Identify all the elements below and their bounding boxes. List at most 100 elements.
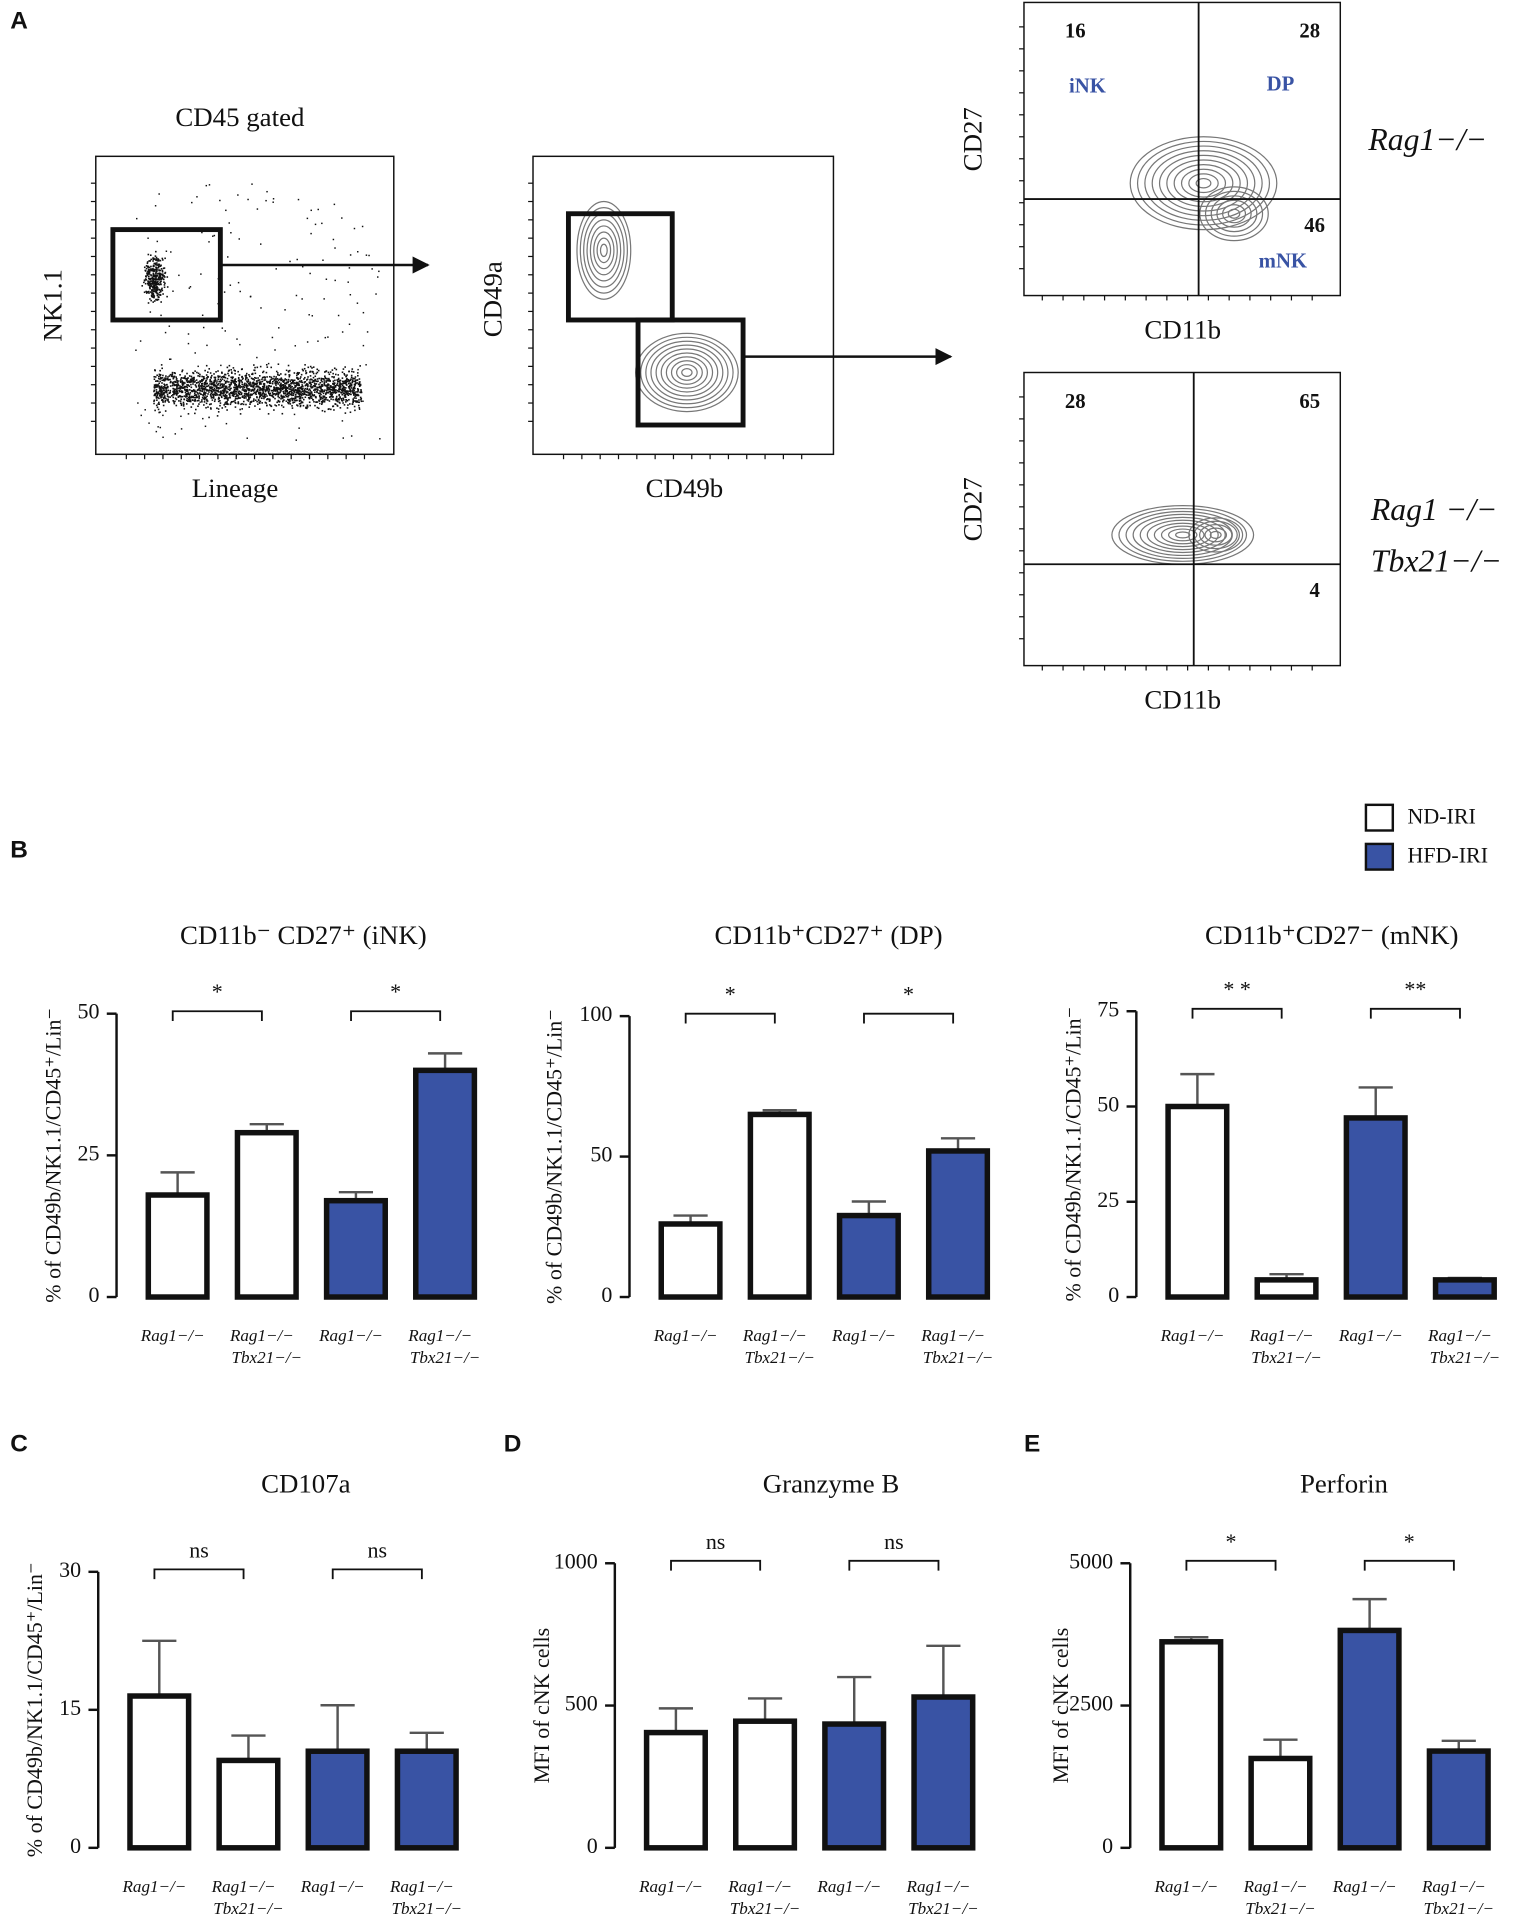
bar xyxy=(925,1148,991,1300)
dot xyxy=(189,399,191,401)
dot xyxy=(158,392,160,395)
dot xyxy=(353,383,356,386)
dot xyxy=(348,398,350,401)
dot xyxy=(262,370,265,373)
dot xyxy=(313,394,316,396)
contour xyxy=(1160,525,1205,545)
dot xyxy=(350,383,353,386)
dot xyxy=(257,403,259,406)
dot xyxy=(329,380,331,382)
dot xyxy=(215,371,217,373)
dot xyxy=(359,365,361,367)
dot xyxy=(155,250,157,253)
quadrant-value: 4 xyxy=(1309,580,1319,602)
dot xyxy=(273,392,276,395)
dot xyxy=(250,377,253,380)
dot xyxy=(148,273,150,275)
dot xyxy=(208,386,211,388)
dot xyxy=(324,410,326,413)
dot xyxy=(153,288,156,290)
dot xyxy=(338,394,340,397)
dot xyxy=(225,397,227,400)
dot xyxy=(241,383,244,386)
dot xyxy=(301,265,304,268)
dot xyxy=(232,380,234,383)
dot xyxy=(167,389,169,392)
dot xyxy=(356,391,359,393)
dot xyxy=(321,401,324,403)
dot xyxy=(149,283,151,285)
dot xyxy=(210,395,212,398)
dot xyxy=(258,379,261,381)
dot xyxy=(226,396,228,399)
dot xyxy=(255,384,258,386)
contour xyxy=(1188,517,1244,553)
dot xyxy=(356,382,358,384)
y-tick-label: 0 xyxy=(88,1282,99,1307)
dot xyxy=(161,379,163,382)
dot xyxy=(231,391,234,394)
dot xyxy=(257,385,260,388)
dot xyxy=(356,379,358,381)
dot xyxy=(185,390,188,393)
dot xyxy=(195,385,197,387)
dot xyxy=(151,285,153,288)
dot xyxy=(272,201,274,203)
dot xyxy=(226,366,229,369)
dot xyxy=(323,382,326,385)
dot xyxy=(215,386,218,389)
dot xyxy=(351,390,354,392)
dot xyxy=(298,403,301,405)
dot xyxy=(273,387,276,389)
dot xyxy=(176,382,179,384)
dot xyxy=(287,387,289,389)
dot xyxy=(345,383,348,385)
dot xyxy=(210,392,212,395)
dot xyxy=(210,376,212,379)
dot xyxy=(186,397,188,400)
dot xyxy=(379,438,381,440)
dot xyxy=(233,386,235,389)
dot xyxy=(203,391,206,393)
dot xyxy=(183,395,186,397)
dot xyxy=(237,379,240,382)
dot xyxy=(179,380,182,382)
dot xyxy=(286,389,289,392)
dot xyxy=(232,400,235,403)
dot xyxy=(306,406,309,408)
dot xyxy=(189,381,192,383)
dot xyxy=(162,275,165,277)
dot xyxy=(312,380,315,382)
dot xyxy=(244,384,246,387)
x-tick-label: Tbx21−/− xyxy=(392,1899,462,1915)
dot xyxy=(256,356,258,359)
dot xyxy=(343,374,346,376)
dot xyxy=(155,272,157,275)
dot xyxy=(303,381,306,383)
dot xyxy=(177,395,180,398)
dot xyxy=(172,399,175,402)
dot xyxy=(328,390,331,393)
bar xyxy=(1248,1755,1313,1851)
dot xyxy=(154,205,157,207)
gate xyxy=(565,211,675,323)
dot xyxy=(333,384,335,386)
dot xyxy=(288,390,291,393)
dot xyxy=(237,385,240,387)
dot xyxy=(246,377,248,379)
dot xyxy=(168,401,170,403)
dot xyxy=(241,368,243,370)
dot xyxy=(146,274,149,276)
dot xyxy=(285,390,287,393)
dot xyxy=(312,376,315,379)
dot xyxy=(174,400,176,403)
dot xyxy=(345,379,347,382)
dot xyxy=(224,390,226,393)
dot xyxy=(262,395,264,398)
contour xyxy=(593,231,615,270)
dot xyxy=(321,383,323,386)
dot xyxy=(155,298,157,301)
dot xyxy=(150,295,153,297)
dot xyxy=(277,383,279,385)
dot xyxy=(278,381,281,384)
